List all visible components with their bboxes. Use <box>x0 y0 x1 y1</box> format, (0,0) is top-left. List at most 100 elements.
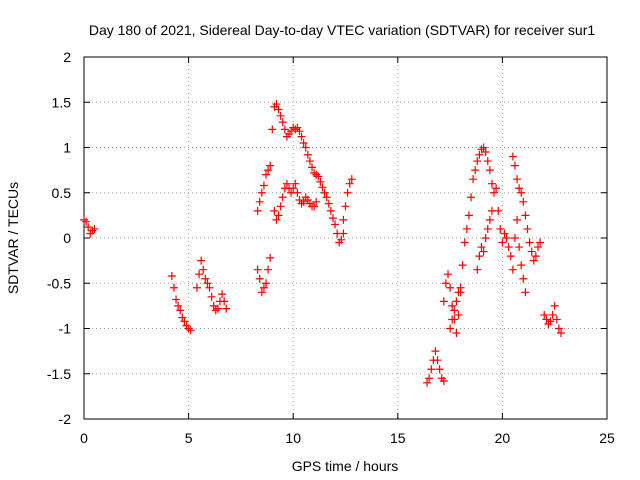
data-point <box>278 193 287 202</box>
data-point <box>197 256 206 265</box>
data-point <box>513 215 522 224</box>
data-point <box>195 270 204 279</box>
data-point <box>496 224 505 233</box>
data-point <box>257 188 266 197</box>
y-tick-label: 2 <box>63 49 71 65</box>
data-point <box>454 310 463 319</box>
data-point <box>431 347 440 356</box>
data-point <box>178 313 187 322</box>
data-point <box>504 243 513 252</box>
data-point <box>272 100 281 109</box>
x-axis-label: GPS time / hours <box>292 458 399 474</box>
data-point <box>450 306 459 315</box>
data-point <box>508 265 517 274</box>
data-point <box>299 197 308 206</box>
data-point <box>540 310 549 319</box>
data-point <box>487 179 496 188</box>
data-point <box>492 184 501 193</box>
data-point <box>305 157 314 166</box>
data-point <box>427 365 436 374</box>
data-point <box>84 223 93 232</box>
data-point <box>264 166 273 175</box>
data-point <box>192 283 201 292</box>
data-point <box>255 197 264 206</box>
data-point <box>259 283 268 292</box>
data-point <box>536 238 545 247</box>
data-point <box>167 272 176 281</box>
data-point <box>297 132 306 141</box>
data-point <box>494 206 503 215</box>
data-point <box>510 234 519 242</box>
data-point <box>218 290 227 299</box>
data-point <box>297 199 306 208</box>
data-point <box>310 202 319 211</box>
data-point <box>485 166 494 175</box>
data-point <box>322 193 331 202</box>
data-point <box>222 304 231 313</box>
data-point <box>205 283 214 292</box>
data-point <box>293 123 302 132</box>
data-point <box>481 234 490 242</box>
data-point <box>337 235 346 244</box>
data-point <box>324 199 333 208</box>
data-point <box>515 243 524 252</box>
data-point <box>550 301 559 310</box>
data-point <box>441 279 450 288</box>
data-point <box>320 188 329 197</box>
y-tick-label: 1 <box>63 140 71 156</box>
data-point <box>456 283 465 292</box>
data-point <box>262 279 271 288</box>
data-point <box>199 265 208 274</box>
y-tick-label: 0.5 <box>52 185 72 201</box>
data-point <box>209 301 218 310</box>
data-point <box>169 283 178 292</box>
data-point <box>207 292 216 301</box>
y-axis: -2 -1.5 -1 -0.5 0 0.5 1 1.5 2 <box>47 49 607 427</box>
y-axis-label: SDTVAR / TECUs <box>5 182 21 294</box>
data-point <box>262 170 271 179</box>
data-point <box>446 324 455 333</box>
data-point <box>548 310 557 319</box>
data-point <box>552 315 561 324</box>
data-point <box>546 317 555 326</box>
data-point <box>264 265 273 274</box>
data-point <box>471 166 480 175</box>
data-point <box>435 365 444 374</box>
x-axis: 0 5 10 15 20 25 <box>80 57 615 446</box>
data-point <box>439 297 448 306</box>
data-point <box>452 297 461 306</box>
data-point <box>479 247 488 256</box>
data-point <box>519 197 528 206</box>
x-tick-label: 0 <box>80 430 88 446</box>
data-point <box>272 215 281 224</box>
data-point <box>172 295 181 304</box>
data-point <box>278 118 287 127</box>
data-points <box>80 100 565 387</box>
data-point <box>464 211 473 220</box>
data-point <box>174 301 183 310</box>
data-point <box>291 179 300 188</box>
data-point <box>517 261 526 270</box>
chart-title: Day 180 of 2021, Sidereal Day-to-day VTE… <box>89 22 595 38</box>
data-point <box>347 175 356 184</box>
data-point <box>259 181 268 190</box>
data-point <box>527 247 536 256</box>
data-point <box>220 297 229 306</box>
data-point <box>531 252 540 261</box>
data-point <box>475 252 484 261</box>
data-point <box>331 220 340 229</box>
data-point <box>257 288 266 297</box>
data-point <box>203 279 212 288</box>
y-tick-label: -2 <box>59 411 72 427</box>
grid <box>84 57 607 419</box>
data-point <box>213 304 222 313</box>
data-point <box>268 125 277 134</box>
data-point <box>276 111 285 120</box>
data-point <box>454 288 463 297</box>
data-point <box>479 143 488 152</box>
data-point <box>295 127 304 136</box>
data-point <box>316 177 325 186</box>
y-tick-label: -0.5 <box>47 275 71 291</box>
data-point <box>423 378 432 387</box>
